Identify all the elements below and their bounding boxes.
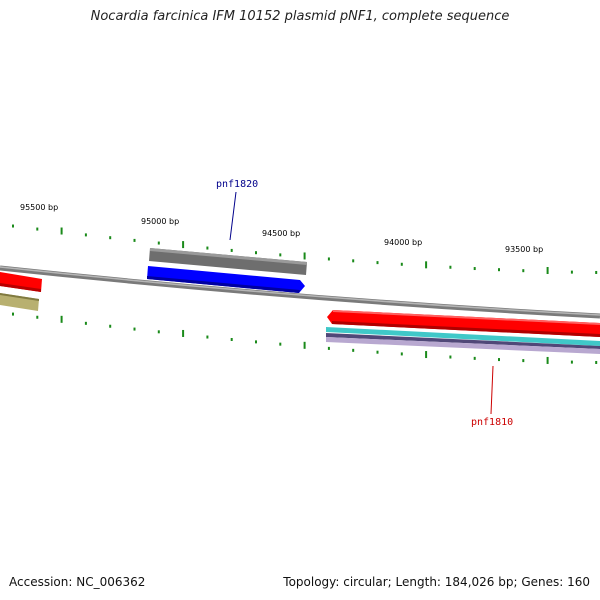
outer-tick	[255, 251, 257, 255]
inner-tick	[522, 359, 525, 363]
gene-gray-forward-highlight	[150, 248, 307, 265]
outer-tick	[230, 248, 233, 252]
inner-tick	[255, 340, 257, 344]
outer-tick	[133, 238, 136, 242]
band-cyan[interactable]	[326, 327, 600, 346]
band-purple[interactable]	[326, 333, 600, 349]
bp-label-93500: 93500 bp	[505, 245, 543, 254]
outer-tick	[522, 269, 525, 273]
outer-tick	[425, 261, 428, 269]
outer-tick	[279, 253, 282, 257]
inner-tick	[303, 341, 306, 349]
outer-tick-row	[12, 224, 598, 274]
bp-label-95000: 95000 bp	[141, 217, 179, 226]
outer-tick	[36, 227, 39, 231]
inner-tick	[230, 337, 233, 341]
outer-tick	[400, 262, 403, 266]
gene-pnf1820-leader	[229, 191, 237, 241]
inner-tick-row	[12, 312, 598, 364]
inner-tick	[400, 352, 403, 356]
feature-red-left-shade	[0, 283, 41, 292]
bp-label-95500: 95500 bp	[20, 203, 58, 212]
inner-tick	[498, 358, 500, 362]
inner-tick	[12, 312, 14, 316]
inner-tick	[279, 342, 282, 346]
outer-tick	[595, 270, 598, 274]
gene-label-pnf1820[interactable]: pnf1820	[216, 179, 258, 190]
inner-tick	[595, 360, 598, 364]
gene-pnf1810-leader	[490, 365, 494, 415]
band-lilac[interactable]	[326, 337, 600, 354]
outer-tick	[570, 270, 573, 274]
inner-tick	[36, 315, 39, 319]
inner-tick	[133, 327, 136, 331]
inner-tick	[109, 324, 112, 328]
inner-tick	[352, 348, 355, 352]
inner-tick	[570, 360, 573, 364]
inner-tick	[473, 356, 476, 360]
inner-tick	[206, 335, 209, 339]
accession-text: Accession: NC_006362	[9, 575, 146, 589]
outer-tick	[546, 266, 549, 274]
outer-tick	[303, 252, 306, 260]
outer-tick	[498, 268, 500, 272]
outer-tick	[109, 236, 112, 240]
outer-tick	[206, 246, 209, 250]
inner-tick	[157, 330, 160, 334]
gene-pnf1820[interactable]	[147, 266, 305, 293]
gene-label-pnf1810[interactable]: pnf1810	[471, 417, 513, 428]
outer-tick	[449, 265, 452, 269]
inner-tick	[425, 351, 428, 359]
sequence-backbone-highlight	[0, 266, 600, 316]
gene-pnf1820-shade	[147, 276, 300, 293]
outer-tick	[60, 227, 63, 235]
inner-tick	[546, 356, 549, 364]
outer-tick	[473, 267, 476, 271]
gene-pnf1810-highlight	[333, 310, 600, 325]
outer-tick	[84, 233, 87, 237]
inner-tick	[84, 321, 87, 325]
gene-pnf1810[interactable]	[327, 310, 600, 337]
inner-tick	[60, 315, 63, 323]
outer-tick	[157, 241, 160, 245]
outer-tick	[376, 261, 379, 265]
sequence-summary: Topology: circular; Length: 184,026 bp; …	[283, 575, 590, 589]
inner-tick	[376, 350, 379, 354]
gene-gray-forward[interactable]	[149, 248, 307, 275]
outer-tick	[182, 241, 185, 249]
inner-tick	[182, 329, 185, 337]
bp-label-94500: 94500 bp	[262, 229, 300, 238]
feature-olive-left-shade	[0, 293, 39, 301]
map-title: Nocardia farcinica IFM 10152 plasmid pNF…	[90, 9, 510, 24]
sequence-backbone	[0, 265, 600, 319]
inner-tick	[327, 346, 330, 350]
inner-tick	[449, 355, 452, 359]
bp-label-94000: 94000 bp	[384, 238, 422, 247]
outer-tick	[12, 224, 14, 228]
outer-tick	[327, 257, 330, 261]
gene-pnf1810-shade	[332, 321, 600, 337]
outer-tick	[352, 259, 355, 263]
